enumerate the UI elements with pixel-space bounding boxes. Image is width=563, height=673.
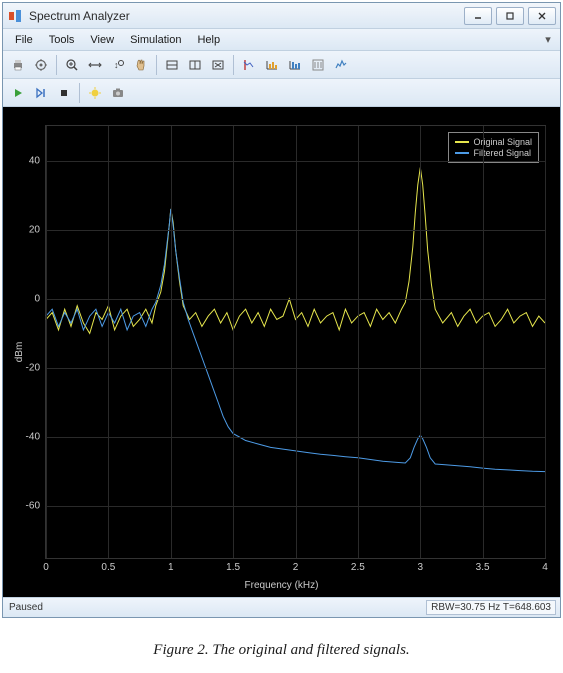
print-icon[interactable] (7, 54, 29, 76)
menu-tools[interactable]: Tools (41, 32, 83, 48)
cursor-measure-icon[interactable] (261, 54, 283, 76)
menu-help[interactable]: Help (189, 32, 228, 48)
x-tick-label: 2 (293, 562, 299, 573)
y-tick-label: 20 (29, 224, 40, 235)
autoscale-restore-icon[interactable] (207, 54, 229, 76)
y-axis-label: dBm (14, 342, 25, 363)
settings-icon[interactable] (30, 54, 52, 76)
autoscale-x-icon[interactable] (161, 54, 183, 76)
y-tick-label: 0 (34, 293, 40, 304)
status-right: RBW=30.75 Hz T=648.603 (426, 600, 556, 615)
zoom-x-icon[interactable] (84, 54, 106, 76)
minimize-button[interactable] (464, 7, 492, 25)
zoom-in-icon[interactable] (61, 54, 83, 76)
pan-icon[interactable] (130, 54, 152, 76)
x-tick-label: 4 (542, 562, 548, 573)
zoom-y-icon[interactable]: ↕ (107, 54, 129, 76)
figure-caption: Figure 2. The original and filtered sign… (0, 620, 563, 673)
legend-swatch-original (455, 141, 469, 143)
x-tick-label: 3.5 (476, 562, 490, 573)
toolbar-main: ↕ (3, 51, 560, 79)
y-tick-label: 40 (29, 155, 40, 166)
close-button[interactable] (528, 7, 556, 25)
x-tick-label: 3 (417, 562, 423, 573)
legend-item-filtered: Filtered Signal (455, 148, 532, 158)
autoscale-y-icon[interactable] (184, 54, 206, 76)
run-icon[interactable] (7, 82, 29, 104)
x-tick-label: 0 (43, 562, 49, 573)
svg-text:↕: ↕ (114, 60, 119, 70)
titlebar: Spectrum Analyzer (3, 3, 560, 29)
peak-finder-icon[interactable] (284, 54, 306, 76)
menu-simulation[interactable]: Simulation (122, 32, 189, 48)
highlight-icon[interactable] (84, 82, 106, 104)
window-title: Spectrum Analyzer (29, 9, 464, 23)
maximize-button[interactable] (496, 7, 524, 25)
ccdf-icon[interactable] (307, 54, 329, 76)
stop-icon[interactable] (53, 82, 75, 104)
toolbar-simulation (3, 79, 560, 107)
menubar: File Tools View Simulation Help ▾ (3, 29, 560, 51)
legend-item-original: Original Signal (455, 137, 532, 147)
y-tick-label: -60 (26, 501, 40, 512)
app-icon (7, 8, 23, 24)
x-tick-label: 1 (168, 562, 174, 573)
x-tick-label: 0.5 (101, 562, 115, 573)
plot-area: dBm Frequency (kHz) Original Signal Filt… (3, 107, 560, 597)
plot-grid[interactable]: Original Signal Filtered Signal -60-40-2… (45, 125, 546, 559)
spectrum-settings-icon[interactable] (330, 54, 352, 76)
x-tick-label: 1.5 (226, 562, 240, 573)
x-tick-label: 2.5 (351, 562, 365, 573)
menu-view[interactable]: View (82, 32, 122, 48)
measurements-icon[interactable] (238, 54, 260, 76)
snapshot-icon[interactable] (107, 82, 129, 104)
x-axis-label: Frequency (kHz) (245, 580, 319, 591)
y-tick-label: -20 (26, 362, 40, 373)
status-left: Paused (7, 602, 426, 613)
legend: Original Signal Filtered Signal (448, 132, 539, 163)
legend-swatch-filtered (455, 152, 469, 154)
menu-file[interactable]: File (7, 32, 41, 48)
statusbar: Paused RBW=30.75 Hz T=648.603 (3, 597, 560, 617)
y-tick-label: -40 (26, 432, 40, 443)
menu-overflow-arrow[interactable]: ▾ (540, 33, 556, 46)
app-window: Spectrum Analyzer File Tools View Simula… (2, 2, 561, 618)
step-icon[interactable] (30, 82, 52, 104)
